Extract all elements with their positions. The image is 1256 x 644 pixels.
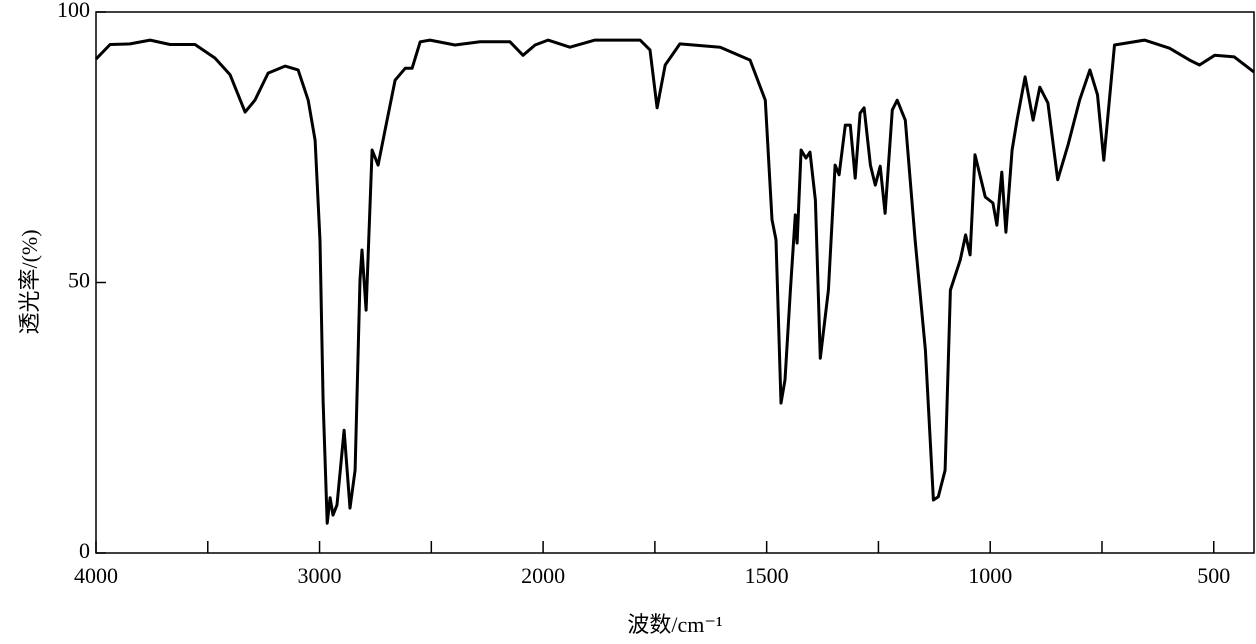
y-tick-label: 100 — [57, 0, 90, 22]
x-tick-label: 500 — [1197, 563, 1230, 588]
spectrum-line — [94, 38, 1255, 525]
x-tick-label: 1500 — [745, 563, 789, 588]
plot-frame — [95, 11, 1255, 554]
x-tick-label: 3000 — [298, 563, 342, 588]
y-tick-label: 0 — [79, 538, 90, 563]
x-axis-label: 波数/cm⁻¹ — [627, 612, 722, 637]
y-axis-label: 透光率/(%) — [17, 229, 42, 334]
x-tick-label: 1000 — [968, 563, 1012, 588]
y-tick-label: 50 — [68, 268, 90, 293]
x-tick-label: 2000 — [521, 563, 565, 588]
x-tick-label: 4000 — [74, 563, 118, 588]
